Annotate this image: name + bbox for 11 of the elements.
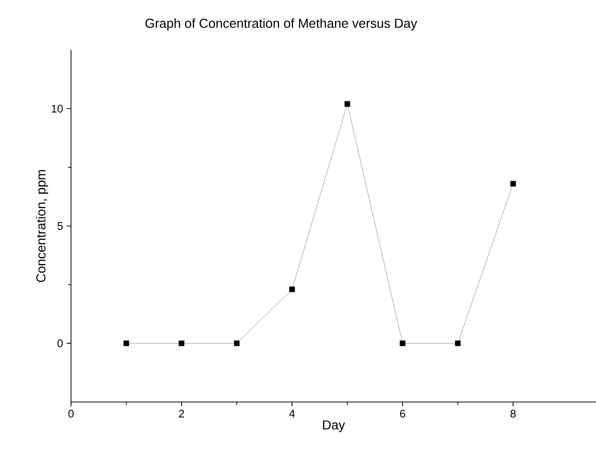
y-tick-label: 10 [52,104,63,113]
chart-title: Graph of Concentration of Methane versus Day [145,18,418,30]
y-tick-label: 5 [58,222,63,230]
x-tick-label: 6 [400,410,406,418]
x-axis-title: Day [323,420,346,432]
x-tick-label: 2 [179,410,184,418]
x-tick-label: 0 [68,410,74,418]
x-tick-label: 8 [510,410,516,418]
x-tick-label: 4 [289,410,295,418]
y-tick-label: 0 [58,339,63,348]
y-axis-title: Concentration, ppm [36,170,48,282]
